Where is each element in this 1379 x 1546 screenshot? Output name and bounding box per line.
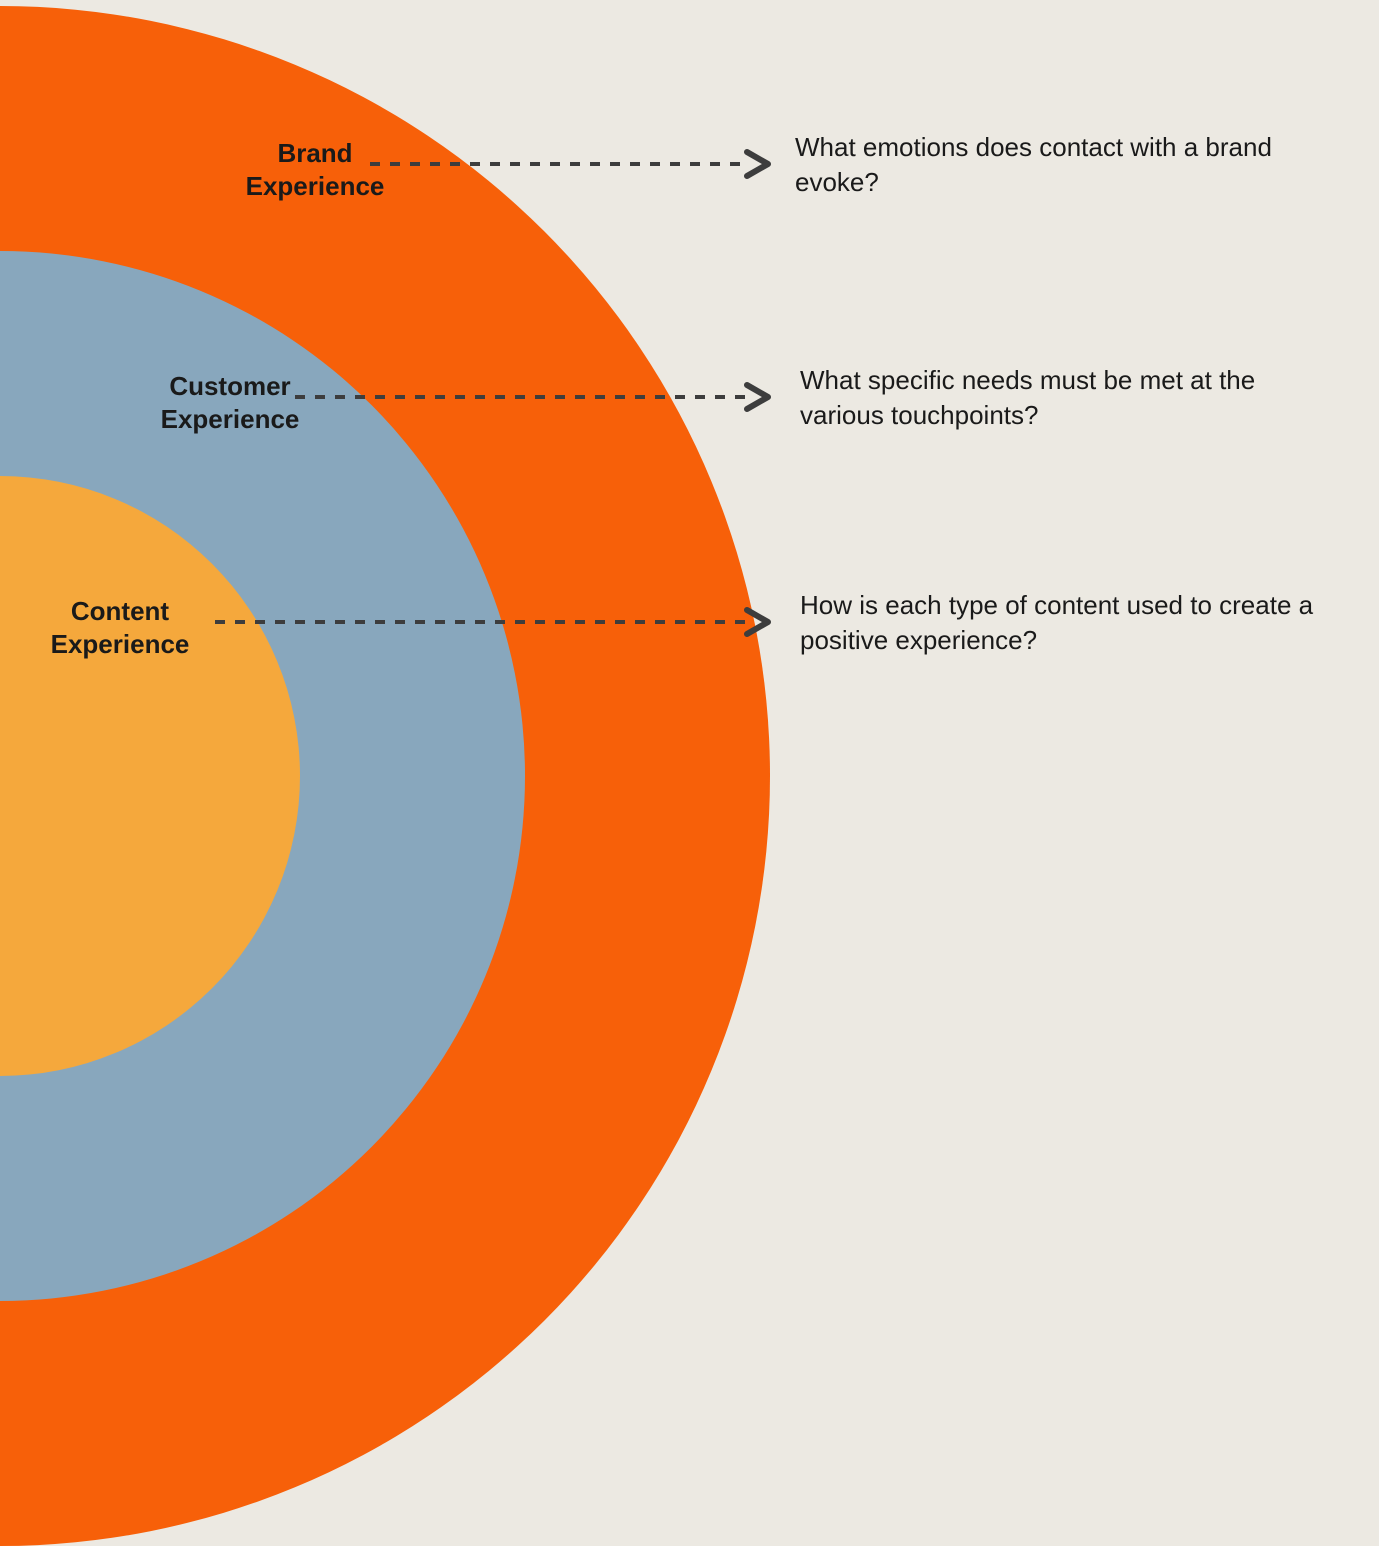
arrow-content-head xyxy=(741,604,777,640)
label-customer-line2: Experience xyxy=(161,404,300,434)
description-brand: What emotions does contact with a brand … xyxy=(795,130,1295,200)
label-content-line2: Experience xyxy=(51,629,190,659)
arrow-brand-line xyxy=(370,162,745,166)
arrow-content-line xyxy=(215,620,745,624)
label-brand-line2: Experience xyxy=(246,171,385,201)
description-content: How is each type of content used to crea… xyxy=(800,588,1340,658)
label-content-line1: Content xyxy=(71,596,169,626)
label-customer: Customer Experience xyxy=(130,370,330,435)
description-customer: What specific needs must be met at the v… xyxy=(800,363,1320,433)
arrow-brand-head xyxy=(741,146,777,182)
arrow-customer-line xyxy=(295,395,745,399)
label-customer-line1: Customer xyxy=(169,371,290,401)
arrow-customer-head xyxy=(741,379,777,415)
label-content: Content Experience xyxy=(20,595,220,660)
label-brand: Brand Experience xyxy=(215,137,415,202)
label-brand-line1: Brand xyxy=(277,138,352,168)
